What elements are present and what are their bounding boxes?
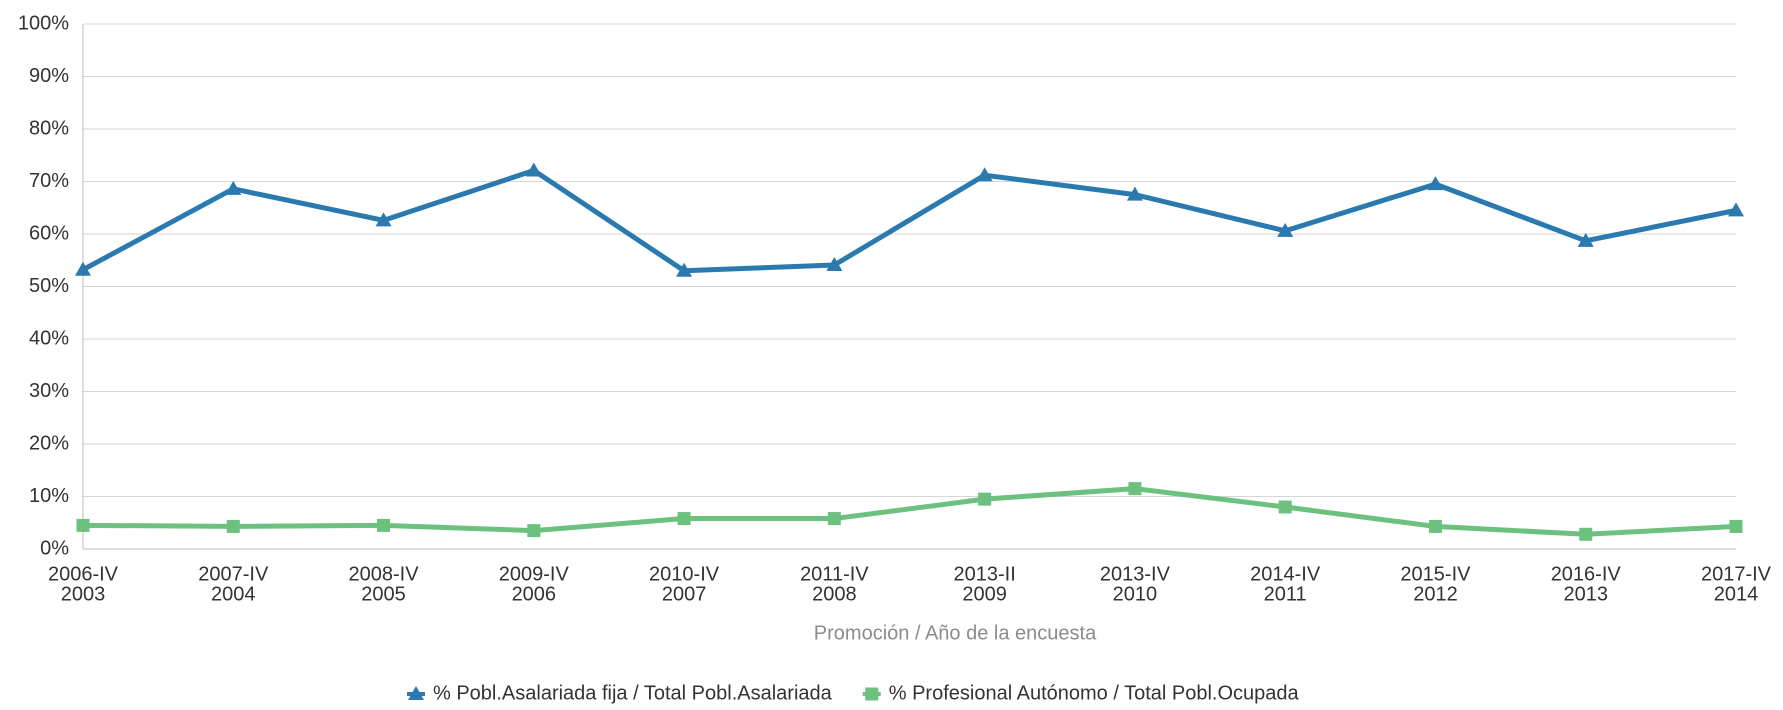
x-tick-label: 2015-IV <box>1400 563 1471 585</box>
data-point <box>827 512 841 526</box>
data-point <box>1579 527 1593 541</box>
x-tick-label: 2006-IV <box>48 563 119 585</box>
data-point <box>676 262 693 277</box>
y-tick-label: 60% <box>29 222 69 244</box>
data-point <box>976 167 993 182</box>
x-tick-label: 2013 <box>1563 583 1608 605</box>
y-tick-label: 40% <box>29 327 69 349</box>
y-tick-label: 80% <box>29 117 69 139</box>
x-tick-label: 2009 <box>962 583 1007 605</box>
data-point <box>375 212 392 227</box>
data-point <box>1427 176 1444 191</box>
x-tick-label: 2012 <box>1413 583 1458 605</box>
data-point <box>1729 519 1743 533</box>
x-tick-label: 2007 <box>662 583 707 605</box>
data-point <box>1278 500 1292 514</box>
y-tick-label: 0% <box>40 537 69 559</box>
data-point <box>377 518 391 532</box>
legend-marker <box>865 687 879 701</box>
x-tick-label: 2006 <box>512 583 557 605</box>
data-point <box>1126 186 1143 201</box>
x-tick-label: 2016-IV <box>1551 563 1622 585</box>
x-tick-label: 2005 <box>361 583 406 605</box>
y-tick-label: 30% <box>29 380 69 402</box>
x-tick-label: 2011 <box>1264 583 1307 605</box>
x-tick-label: 2010 <box>1113 583 1158 605</box>
legend-label: % Profesional Autónomo / Total Pobl.Ocup… <box>889 682 1300 704</box>
x-tick-label: 2011-IV <box>800 563 869 585</box>
data-point <box>677 512 691 526</box>
y-tick-label: 20% <box>29 432 69 454</box>
series-line <box>81 167 1737 274</box>
x-tick-label: 2007-IV <box>198 563 269 585</box>
data-point <box>527 524 541 538</box>
x-tick-label: 2008-IV <box>349 563 420 585</box>
data-point <box>75 261 91 276</box>
data-point <box>1728 202 1744 217</box>
y-tick-label: 10% <box>29 485 69 507</box>
data-point <box>1577 232 1594 247</box>
x-tick-label: 2013-IV <box>1100 563 1171 585</box>
data-point <box>225 180 242 195</box>
x-tick-label: 2014 <box>1714 583 1759 605</box>
data-point <box>978 492 992 506</box>
x-tick-label: 2017-IV <box>1701 563 1772 585</box>
data-point <box>1277 222 1294 237</box>
x-tick-label: 2009-IV <box>499 563 570 585</box>
x-tick-label: 2003 <box>61 583 106 605</box>
x-tick-label: 2013-II <box>954 563 1016 585</box>
legend-marker <box>408 686 424 700</box>
x-tick-label: 2010-IV <box>649 563 720 585</box>
data-point <box>525 162 542 177</box>
data-point <box>1128 482 1142 496</box>
data-point <box>826 256 843 271</box>
y-tick-label: 100% <box>18 12 69 34</box>
y-tick-label: 70% <box>29 170 69 192</box>
x-tick-label: 2004 <box>211 583 256 605</box>
y-tick-label: 90% <box>29 65 69 87</box>
x-axis-title: Promoción / Año de la encuesta <box>814 622 1097 644</box>
x-tick-label: 2008 <box>812 583 857 605</box>
data-point <box>1428 519 1442 533</box>
y-tick-label: 50% <box>29 275 69 297</box>
series-line <box>82 486 1737 537</box>
legend-label: % Pobl.Asalariada fija / Total Pobl.Asal… <box>433 682 833 704</box>
data-point <box>226 519 240 533</box>
x-tick-label: 2014-IV <box>1250 563 1321 585</box>
data-point <box>76 518 90 532</box>
